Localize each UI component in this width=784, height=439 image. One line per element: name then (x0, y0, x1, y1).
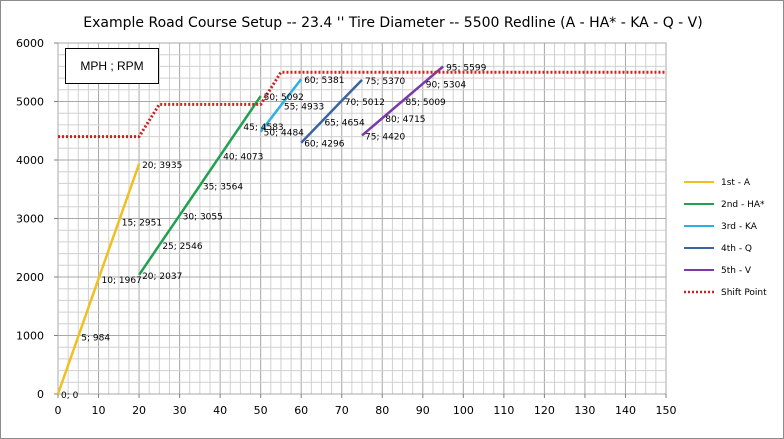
legend-label: Shift Point (721, 288, 767, 298)
y-tick-label: 5000 (16, 96, 44, 109)
data-label: 75; 5370 (365, 77, 406, 87)
series-line (259, 78, 303, 133)
axes: 0 10 20 30 40 50 60 70 80 90 100 110 120 130 140 150 0 10… (16, 37, 677, 417)
chart-title: Example Road Course Setup -- 23.4 '' Tir… (83, 15, 702, 31)
y-tick-label: 2000 (16, 271, 44, 284)
data-label: 60; 4296 (304, 140, 345, 150)
x-tick-label: 50 (254, 404, 268, 417)
x-tick-label: 20 (132, 404, 146, 417)
series-lines (56, 65, 666, 395)
data-label: 45; 4583 (243, 123, 283, 133)
gridlines (57, 42, 667, 395)
x-tick-label: 110 (493, 404, 514, 417)
data-label: 90; 5304 (426, 81, 467, 91)
data-label: 60; 5381 (304, 76, 344, 86)
units-label: MPH ; RPM (65, 48, 159, 84)
series-line (58, 70, 666, 139)
data-label: 40; 4073 (223, 153, 263, 163)
data-label: 10; 1967 (102, 276, 142, 286)
data-label: 65; 4654 (324, 119, 365, 129)
legend-label: 2nd - HA* (721, 200, 765, 210)
x-tick-label: 120 (534, 404, 555, 417)
data-label: 95; 5599 (446, 63, 487, 73)
data-label: 20; 2037 (142, 272, 182, 282)
series-line (56, 163, 141, 395)
data-label: 30; 3055 (183, 212, 223, 222)
legend-label: 5th - V (721, 266, 752, 276)
data-label: 50; 5092 (264, 93, 304, 103)
x-tick-label: 90 (416, 404, 430, 417)
x-tick-label: 40 (213, 404, 227, 417)
x-tick-label: 150 (656, 404, 677, 417)
x-tick-label: 70 (335, 404, 349, 417)
data-label: 35; 3564 (203, 183, 244, 193)
data-label: 70; 5012 (345, 98, 385, 108)
data-label: 85; 5009 (406, 98, 447, 108)
data-label: 25; 2546 (162, 242, 203, 252)
legend-label: 4th - Q (721, 244, 752, 254)
x-tick-label: 10 (92, 404, 106, 417)
y-tick-label: 0 (37, 388, 44, 401)
data-label: 0; 0 (61, 391, 79, 401)
data-label: 15; 2951 (122, 218, 162, 228)
x-tick-label: 60 (294, 404, 308, 417)
data-label: 50; 4484 (264, 129, 305, 139)
series-line (300, 79, 363, 144)
legend-label: 1st - A (721, 178, 751, 188)
x-tick-label: 30 (173, 404, 187, 417)
y-tick-label: 1000 (16, 330, 44, 343)
y-tick-label: 6000 (16, 37, 44, 50)
series-line (138, 95, 262, 276)
legend-label: 3rd - KA (721, 222, 758, 232)
x-tick-label: 130 (574, 404, 595, 417)
data-label: 80; 4715 (385, 115, 425, 125)
x-tick-label: 80 (375, 404, 389, 417)
data-label: 75; 4420 (365, 132, 406, 142)
data-label: 55; 4933 (284, 102, 324, 112)
data-labels: 0; 0 5; 984 10; 1967 15; 2951 20; 3935 20; 20… (61, 63, 487, 401)
x-tick-label: 140 (615, 404, 636, 417)
data-label: 20; 3935 (142, 161, 182, 171)
x-tick-label: 100 (453, 404, 474, 417)
series-line (361, 65, 444, 137)
data-label: 5; 984 (81, 333, 110, 343)
y-tick-label: 3000 (16, 213, 44, 226)
y-tick-label: 4000 (16, 154, 44, 167)
x-tick-label: 0 (55, 404, 62, 417)
legend: 1st - A 2nd - HA* 3rd - KA 4th - Q 5th - V Sh… (684, 178, 767, 298)
